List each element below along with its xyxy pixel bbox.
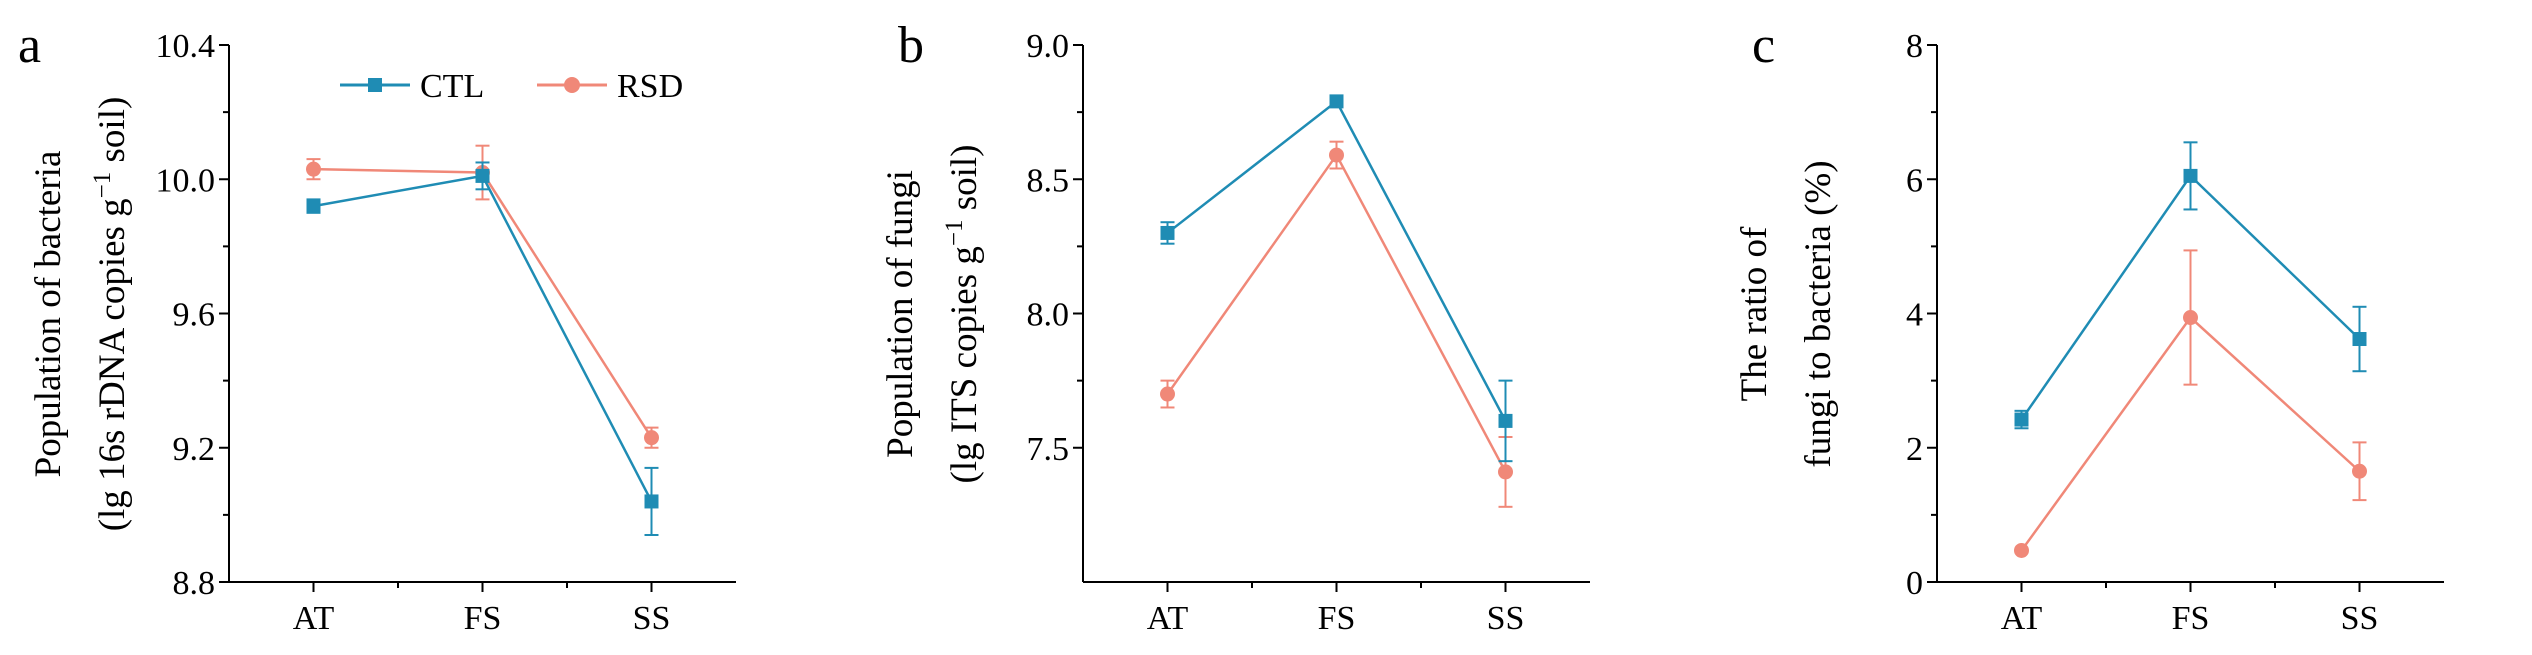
- y-label-c-line2: fungi to bacteria (%): [1798, 160, 1839, 467]
- y-label-c-line1: The ratio of: [1734, 226, 1775, 401]
- x-tick-label-b: SS: [1487, 600, 1525, 637]
- data-point-ctl-b: [1498, 413, 1513, 428]
- panel-a: a Population of bacteria (lg 16s rDNA co…: [18, 17, 736, 637]
- data-point-rsd-a: [644, 430, 659, 446]
- panel-letter-a: a: [18, 17, 41, 74]
- y-tick-label-a: 9.2: [173, 431, 216, 468]
- svg-text:Population of bacteria: Population of bacteria: [28, 151, 69, 478]
- y-tick-label-c: 8: [1906, 28, 1923, 65]
- legend-ctl-marker: [368, 78, 382, 92]
- panel-letter-b: b: [898, 17, 924, 74]
- y-label-b-tail: soil): [944, 144, 985, 219]
- data-point-rsd-c: [2014, 542, 2029, 558]
- svg-text:(lg 16s rDNA copies g−1 soil): (lg 16s rDNA copies g−1 soil): [89, 97, 133, 532]
- data-point-ctl-b: [1329, 94, 1344, 109]
- series-line-rsd-b: [1166, 152, 1507, 473]
- svg-text:(lg ITS copies g−1 soil): (lg ITS copies g−1 soil): [941, 144, 985, 483]
- panel-letter-c: c: [1752, 17, 1775, 74]
- x-tick-label-a: AT: [293, 600, 335, 637]
- legend-ctl-label: CTL: [420, 68, 484, 105]
- y-label-b-line1: Population of fungi: [880, 170, 921, 458]
- y-tick-label-a: 8.8: [173, 565, 216, 602]
- x-tick-label-c: SS: [2341, 600, 2379, 637]
- panel-b: b Population of fungi (lg ITS copies g−1…: [880, 17, 1590, 637]
- legend-rsd-label: RSD: [617, 68, 683, 105]
- y-label-a-line2: (lg 16s rDNA copies g: [92, 198, 133, 531]
- data-point-ctl-c: [2352, 332, 2367, 347]
- y-tick-label-c: 2: [1906, 431, 1923, 468]
- data-point-ctl-a: [644, 494, 659, 509]
- y-axis-label-a: Population of bacteria (lg 16s rDNA copi…: [28, 97, 133, 532]
- data-point-rsd-c: [2352, 463, 2367, 479]
- data-point-ctl-c: [2183, 168, 2198, 183]
- legend: CTL RSD: [340, 68, 683, 105]
- y-tick-label-b: 9.0: [1027, 28, 1070, 65]
- data-point-ctl-c: [2014, 412, 2029, 427]
- y-tick-label-b: 8.5: [1027, 162, 1070, 199]
- x-tick-label-b: AT: [1147, 600, 1189, 637]
- x-tick-label-c: AT: [2001, 600, 2043, 637]
- svg-text:The ratio of: The ratio of: [1734, 226, 1775, 401]
- y-label-b-line2: (lg ITS copies g: [944, 246, 985, 483]
- y-tick-label-a: 9.6: [173, 297, 216, 334]
- plot-area-a: 8.8 9.2 9.6 10.0 10.4 AT FS SS: [156, 28, 736, 637]
- data-point-ctl-a: [306, 199, 321, 214]
- svg-text:Population of fungi: Population of fungi: [880, 170, 921, 458]
- data-point-rsd-c: [2183, 310, 2198, 326]
- y-axis-label-c: The ratio of fungi to bacteria (%): [1734, 160, 1839, 467]
- plot-area-b: 7.5 8.0 8.5 9.0 AT FS SS: [1027, 28, 1590, 637]
- x-tick-label-a: FS: [464, 600, 502, 637]
- data-point-rsd-a: [306, 161, 321, 177]
- x-tick-label-c: FS: [2172, 600, 2210, 637]
- panel-c: c The ratio of fungi to bacteria (%) 0 2 4…: [1734, 17, 2444, 637]
- y-tick-label-c: 0: [1906, 565, 1923, 602]
- series-line-rsd-a: [313, 167, 653, 439]
- legend-rsd-marker: [564, 77, 580, 93]
- series-line-ctl-a: [313, 174, 653, 503]
- y-tick-label-b: 8.0: [1027, 297, 1070, 334]
- y-label-a-line1: Population of bacteria: [28, 151, 69, 478]
- y-axis-label-b: Population of fungi (lg ITS copies g−1 s…: [880, 144, 985, 483]
- y-tick-label-b: 7.5: [1027, 431, 1070, 468]
- data-point-ctl-a: [475, 168, 490, 183]
- data-point-rsd-b: [1329, 147, 1344, 163]
- x-tick-label-b: FS: [1318, 600, 1356, 637]
- data-point-rsd-b: [1160, 386, 1175, 402]
- y-tick-label-a: 10.0: [156, 162, 216, 199]
- y-tick-label-c: 4: [1906, 297, 1923, 334]
- y-label-a-sup: −1: [89, 172, 116, 199]
- plot-area-c: 0 2 4 6 8 AT FS SS: [1906, 28, 2444, 637]
- x-tick-label-a: SS: [633, 600, 671, 637]
- data-point-ctl-b: [1160, 225, 1175, 240]
- y-tick-label-a: 10.4: [156, 28, 216, 65]
- data-point-rsd-b: [1498, 464, 1513, 480]
- svg-text:fungi to bacteria (%): fungi to bacteria (%): [1798, 160, 1839, 467]
- y-label-b-sup: −1: [941, 220, 968, 247]
- y-tick-label-c: 6: [1906, 162, 1923, 199]
- y-label-a-tail: soil): [92, 97, 133, 172]
